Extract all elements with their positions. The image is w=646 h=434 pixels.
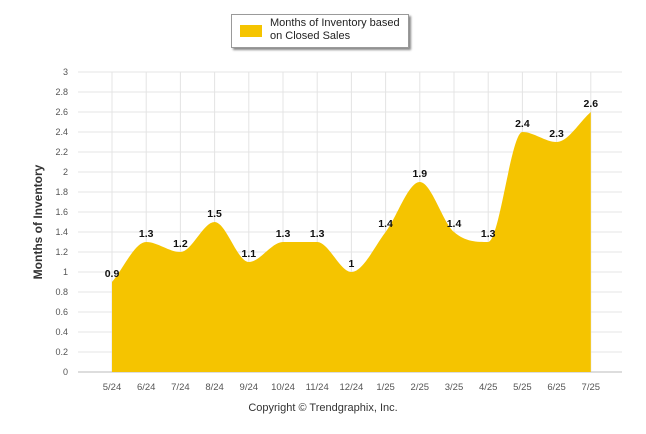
x-tick-label: 3/25 xyxy=(445,382,464,393)
x-tick-label: 6/24 xyxy=(137,382,156,393)
area-series xyxy=(112,112,591,372)
x-tick-label: 5/25 xyxy=(513,382,532,393)
y-tick-label: 2.8 xyxy=(55,87,68,97)
data-label: 1.9 xyxy=(412,168,427,180)
y-tick-label: 1.2 xyxy=(55,247,68,257)
data-label: 0.9 xyxy=(105,268,120,280)
legend-swatch xyxy=(240,25,262,37)
data-labels: 0.9 1.3 1.2 1.5 1.1 1.3 1.3 1 1.4 1.9 1.4 1.3 2.4 2.3… xyxy=(105,98,599,280)
y-tick-label: 0.4 xyxy=(55,327,68,337)
data-label: 1.3 xyxy=(310,228,325,240)
x-tick-label: 9/24 xyxy=(240,382,259,393)
data-label: 1.1 xyxy=(241,248,256,260)
y-tick-label: 1.6 xyxy=(55,207,68,217)
data-label: 1.4 xyxy=(447,218,462,230)
legend-label: Months of Inventory based on Closed Sale… xyxy=(270,17,400,42)
x-tick-label: 7/24 xyxy=(171,382,190,393)
x-tick-label: 6/25 xyxy=(547,382,566,393)
y-tick-label: 0.6 xyxy=(55,307,68,317)
x-axis-ticks: 5/24 6/24 7/24 8/24 9/24 10/24 11/24 12/24 1/25 2… xyxy=(103,382,600,393)
y-tick-label: 2.4 xyxy=(55,127,68,137)
data-label: 1.3 xyxy=(139,228,154,240)
y-axis-title: Months of Inventory xyxy=(31,164,45,280)
x-tick-label: 1/25 xyxy=(376,382,395,393)
data-label: 1.2 xyxy=(173,238,188,250)
data-label: 2.4 xyxy=(515,118,530,130)
y-tick-label: 0.8 xyxy=(55,287,68,297)
data-label: 1.4 xyxy=(378,218,393,230)
y-tick-label: 3 xyxy=(63,67,68,77)
y-tick-label: 1.8 xyxy=(55,187,68,197)
x-tick-label: 5/24 xyxy=(103,382,122,393)
x-tick-label: 7/25 xyxy=(582,382,601,393)
y-tick-label: 1 xyxy=(63,267,68,277)
x-tick-label: 10/24 xyxy=(271,382,295,393)
x-tick-label: 8/24 xyxy=(205,382,224,393)
y-tick-label: 2.2 xyxy=(55,147,68,157)
y-tick-label: 2.6 xyxy=(55,107,68,117)
data-label: 1.3 xyxy=(481,228,496,240)
y-tick-label: 0.2 xyxy=(55,347,68,357)
data-label: 1 xyxy=(348,258,354,270)
x-tick-label: 4/25 xyxy=(479,382,498,393)
data-label: 1.5 xyxy=(207,208,222,220)
y-tick-label: 0 xyxy=(63,367,68,377)
data-label: 2.3 xyxy=(549,128,564,140)
data-label: 2.6 xyxy=(583,98,598,110)
y-tick-label: 1.4 xyxy=(55,227,68,237)
copyright: Copyright © Trendgraphix, Inc. xyxy=(248,402,398,414)
x-tick-label: 11/24 xyxy=(306,382,329,393)
x-tick-label: 12/24 xyxy=(340,382,364,393)
x-tick-label: 2/25 xyxy=(411,382,430,393)
y-axis-ticks: 0 0.2 0.4 0.6 0.8 1 1.2 1.4 1.6 1.8 2 2.2 2.4 2.6 2.8 3 xyxy=(55,67,68,377)
y-tick-label: 2 xyxy=(63,167,68,177)
legend: Months of Inventory based on Closed Sale… xyxy=(231,14,409,48)
data-label: 1.3 xyxy=(276,228,291,240)
